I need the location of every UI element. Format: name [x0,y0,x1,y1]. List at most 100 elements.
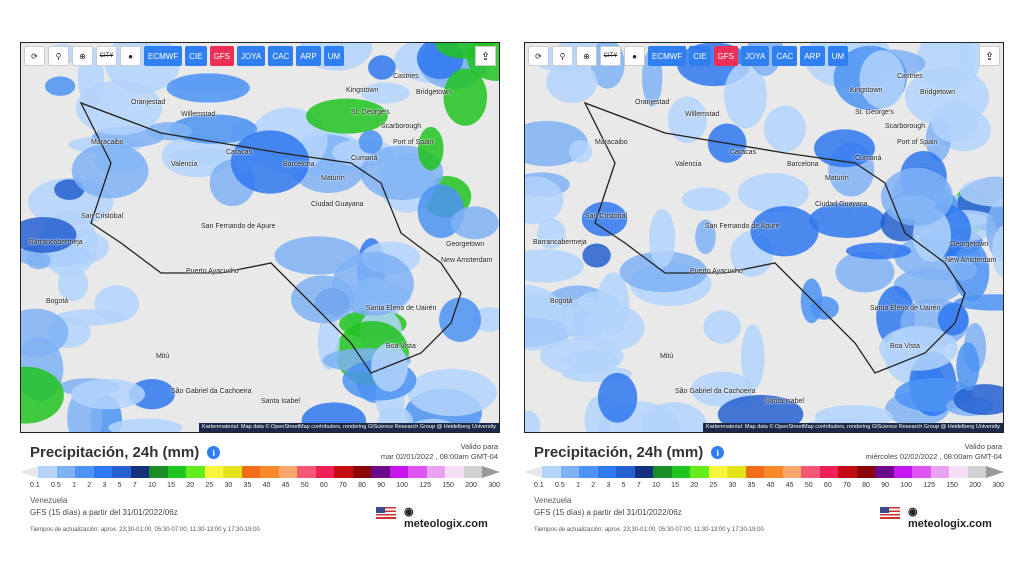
legend-tick: 5 [117,482,122,489]
precip-area [128,379,175,410]
legend-swatch [801,466,820,478]
dot-button[interactable]: ● [624,46,645,66]
color-legend [524,466,1004,484]
model-cie-button[interactable]: CIE [185,46,207,66]
refresh-button[interactable]: ⟳ [528,46,549,66]
city-label: Bogotá [550,298,573,305]
legend-swatch [426,466,445,478]
legend-tick: 200 [465,482,477,489]
region-label: Venezuela [534,496,572,505]
model-cac-button[interactable]: CAC [772,46,798,66]
legend-tick: 25 [205,482,214,489]
dot-button[interactable]: ● [120,46,141,66]
model-cac-button[interactable]: CAC [268,46,294,66]
model-gfs-button[interactable]: GFS [713,46,739,66]
precip-area [956,342,980,391]
city-label: Mitú [660,353,674,360]
precip-area [681,187,730,212]
model-joya-button[interactable]: JOYA [237,46,266,66]
info-icon[interactable]: i [207,446,221,459]
precip-area [26,251,51,270]
legend-tick: 7 [636,482,641,489]
brand-logo[interactable]: ◉ meteologix.com [908,506,992,530]
model-um-button[interactable]: UM [827,46,849,66]
precip-area [763,105,806,152]
legend-tick: 35 [747,482,756,489]
precip-area [21,217,77,253]
model-gfs-button[interactable]: GFS [209,46,235,66]
brand-text: meteologix.com [404,518,488,530]
precip-area [703,310,741,344]
model-cie-button[interactable]: CIE [689,46,711,66]
info-icon[interactable]: i [711,446,725,459]
region-label: Venezuela [30,496,68,505]
precip-area [597,372,638,423]
legend-swatch [560,466,579,478]
legend-tick: 300 [992,482,1004,489]
legend-tick: 70 [339,482,347,489]
precip-area [443,68,488,126]
legend-ticks: 0.1 0.5 1 2 3 5 7 10 15 20 25 30 35 40 45 50 60 70 80 90 100… [534,482,1004,489]
share-button[interactable]: ⇪ [979,46,1000,66]
location-pin-button[interactable]: ⚲ [552,46,573,66]
legend-tick: 7 [132,482,137,489]
precip-area [810,296,839,320]
city-toggle-button[interactable]: CITY [96,46,117,66]
city-label: Bridgetown [416,89,452,96]
model-arp-button[interactable]: ARP [296,46,321,66]
precipitation-map[interactable]: ⟳ ⚲ ⊕ CITY ● ECMWF CIE GFS JOYA CAC ARP UM ⇪ C… [524,42,1004,433]
share-button[interactable]: ⇪ [475,46,496,66]
model-joya-button[interactable]: JOYA [741,46,770,66]
city-toggle-button[interactable]: CITY [600,46,621,66]
city-label: Santa Elena de Uairén [870,305,941,312]
legend-swatch [745,466,764,478]
refresh-button[interactable]: ⟳ [24,46,45,66]
legend-swatch [223,466,242,478]
legend-swatch [149,466,168,478]
city-label: San Cristóbal [585,213,628,220]
legend-tick: 0.1 [30,482,40,489]
legend-swatch [334,466,353,478]
legend-swatch [297,466,316,478]
precip-area [358,130,383,154]
model-ecmwf-button[interactable]: ECMWF [648,46,687,66]
model-um-button[interactable]: UM [323,46,345,66]
legend-tick: 90 [377,482,385,489]
model-arp-button[interactable]: ARP [800,46,825,66]
precip-area [814,129,875,168]
legend-swatch [671,466,690,478]
city-label: Cumaná [351,155,378,162]
valid-label: Valido para [964,442,1002,451]
city-label: Santa Isabel [765,398,804,405]
precip-area [992,225,1003,278]
legend-tick: 0.5 [555,482,565,489]
legend-swatch [278,466,297,478]
valid-label: Valido para [460,442,498,451]
precip-area [274,236,361,275]
us-flag-icon[interactable] [376,507,396,519]
us-flag-icon[interactable] [880,507,900,519]
city-label: Castries [897,73,923,80]
legend-swatch [653,466,672,478]
legend-swatch [93,466,112,478]
precipitation-map[interactable]: ⟳ ⚲ ⊕ CITY ● ECMWF CIE GFS JOYA CAC ARP UM ⇪ C… [20,42,500,433]
legend-tick: 50 [300,482,309,489]
brand-logo[interactable]: ◉ meteologix.com [404,506,488,530]
legend-tick: 100 [900,482,912,489]
legend-tick: 80 [358,482,366,489]
city-label: New Amsterdam [441,257,493,264]
city-label: Kingstown [850,87,883,94]
precip-area [563,297,608,342]
city-label: St. George's [351,109,390,116]
legend-swatch [315,466,334,478]
location-pin-button[interactable]: ⚲ [48,46,69,66]
map-toolbar: ⟳ ⚲ ⊕ CITY ● ECMWF CIE GFS JOYA CAC ARP UM [24,46,345,66]
zoom-button[interactable]: ⊕ [72,46,93,66]
precip-area [953,384,1003,416]
legend-tick: 200 [969,482,981,489]
precip-area [937,302,969,336]
legend-tick: 60 [319,482,328,489]
zoom-button[interactable]: ⊕ [576,46,597,66]
model-ecmwf-button[interactable]: ECMWF [144,46,183,66]
precip-area [959,176,1003,207]
